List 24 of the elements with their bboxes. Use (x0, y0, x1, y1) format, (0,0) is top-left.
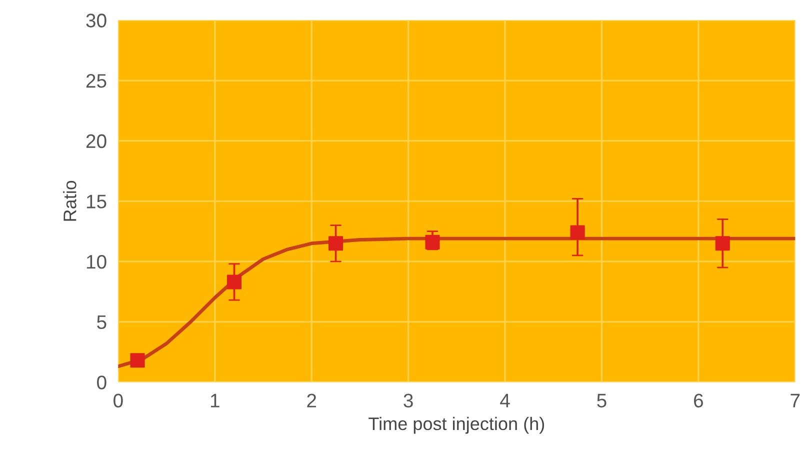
x-axis-title: Time post injection (h) (368, 416, 544, 434)
y-tick-label: 30 (86, 14, 106, 28)
y-tick-label: 25 (86, 74, 106, 88)
y-axis-title: Ratio (63, 180, 76, 221)
x-tick-label: 3 (404, 394, 413, 408)
x-tick-label: 5 (597, 394, 606, 408)
x-tick-label: 1 (210, 394, 220, 408)
point (570, 225, 585, 240)
line-series (118, 236, 796, 368)
x-tick-label: 2 (307, 394, 316, 408)
point (715, 236, 730, 251)
y-tick-label: 10 (86, 254, 106, 269)
x-tick-label: 4 (500, 394, 510, 408)
y-tick-label: 15 (86, 194, 106, 208)
y-tick-label: 5 (97, 315, 106, 330)
y-tick-label: 0 (97, 376, 106, 390)
y-tick-label: 20 (86, 134, 106, 148)
x-tick-label: 7 (790, 394, 800, 408)
point (130, 353, 145, 368)
point (226, 274, 242, 290)
point (425, 234, 440, 250)
x-tick-label: 0 (114, 394, 123, 408)
point (328, 236, 344, 251)
x-tick-label: 6 (694, 394, 703, 408)
